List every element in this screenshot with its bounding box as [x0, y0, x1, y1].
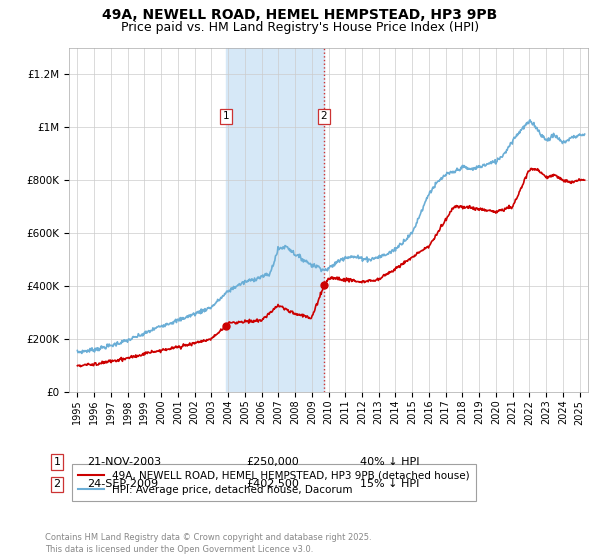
Text: 2: 2 [320, 111, 327, 122]
Text: 2: 2 [53, 479, 61, 489]
Text: 1: 1 [223, 111, 230, 122]
Bar [226, 48, 324, 392]
Text: 1: 1 [53, 457, 61, 467]
Text: Price paid vs. HM Land Registry's House Price Index (HPI): Price paid vs. HM Land Registry's House … [121, 21, 479, 34]
Text: £250,000: £250,000 [246, 457, 299, 467]
Text: 15% ↓ HPI: 15% ↓ HPI [360, 479, 419, 489]
Text: Contains HM Land Registry data © Crown copyright and database right 2025.
This d: Contains HM Land Registry data © Crown c… [45, 533, 371, 554]
Text: 49A, NEWELL ROAD, HEMEL HEMPSTEAD, HP3 9PB: 49A, NEWELL ROAD, HEMEL HEMPSTEAD, HP3 9… [103, 8, 497, 22]
Text: 24-SEP-2009: 24-SEP-2009 [87, 479, 158, 489]
Legend: 49A, NEWELL ROAD, HEMEL HEMPSTEAD, HP3 9PB (detached house), HPI: Average price,: 49A, NEWELL ROAD, HEMEL HEMPSTEAD, HP3 9… [71, 464, 476, 501]
Text: £402,500: £402,500 [246, 479, 299, 489]
Text: 40% ↓ HPI: 40% ↓ HPI [360, 457, 419, 467]
Text: 21-NOV-2003: 21-NOV-2003 [87, 457, 161, 467]
